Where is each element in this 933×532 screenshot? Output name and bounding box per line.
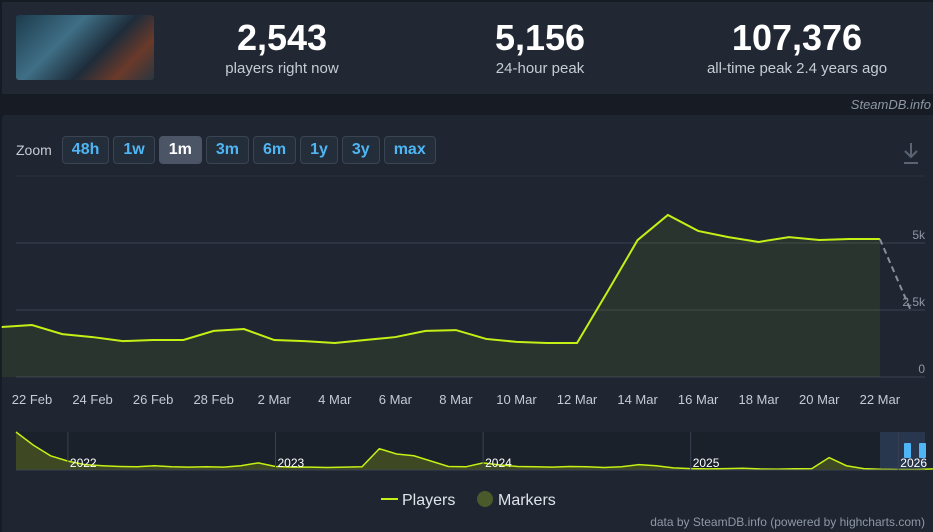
x-tick-label: 22 Feb <box>12 392 52 407</box>
zoom-button[interactable]: max <box>383 136 436 164</box>
navigator-year: 2025 <box>693 456 720 470</box>
x-tick-label: 8 Mar <box>439 392 473 407</box>
navigator-year: 2023 <box>278 456 305 470</box>
stat-label: 24-hour peak <box>495 60 585 77</box>
legend-label[interactable]: Players <box>402 492 455 509</box>
x-tick-label: 2 Mar <box>258 392 292 407</box>
x-tick-label: 18 Mar <box>738 392 779 407</box>
source[interactable]: SteamDB.info <box>850 97 931 112</box>
x-tick-label: 6 Mar <box>379 392 413 407</box>
x-tick-label: 4 Mar <box>318 392 352 407</box>
download-icon[interactable] <box>904 143 918 164</box>
legend-label[interactable]: Markers <box>498 492 556 509</box>
game-art <box>16 15 154 80</box>
stat-value: 5,156 <box>494 17 586 58</box>
zoom-button[interactable]: 3y <box>341 136 380 164</box>
zoom-button[interactable]: 48h <box>61 136 110 164</box>
x-tick-label: 26 Feb <box>133 392 173 407</box>
projection-line <box>878 238 912 310</box>
area <box>1 214 880 377</box>
zoom-button[interactable]: 3m <box>205 136 249 164</box>
stat: 107,376 all-time peak 2.4 years ago <box>677 17 917 78</box>
stat-value: 2,543 <box>236 17 328 58</box>
navigator-year: 2026 <box>900 456 927 470</box>
y-tick-label: 0 <box>918 362 925 376</box>
navigator-year: 2022 <box>70 456 97 470</box>
legend-marker <box>477 491 493 507</box>
stat-label: players right now <box>225 60 339 77</box>
zoom-button[interactable]: 1w <box>113 136 155 164</box>
x-tick-label: 10 Mar <box>496 392 537 407</box>
zoom-button[interactable]: 6m <box>252 136 297 164</box>
stat: 5,156 24-hour peak <box>420 17 660 78</box>
stats-bar: 2,543 players right now 5,156 24-hour peak… <box>2 2 933 94</box>
y-tick-label: 5k <box>912 228 926 242</box>
x-tick-label: 16 Mar <box>678 392 719 407</box>
zoom-bar: Zoom 48h 1w 1m 3m 6m 1y 3y max <box>16 136 436 164</box>
stat-label: all-time peak 2.4 years ago <box>706 60 888 77</box>
x-tick-label: 12 Mar <box>557 392 598 407</box>
zoom-label: Zoom <box>16 142 52 158</box>
x-tick-label: 24 Feb <box>72 392 112 407</box>
navigator-bg <box>16 432 925 470</box>
x-tick-label: 22 Mar <box>860 392 901 407</box>
zoom-button[interactable]: 1m <box>158 136 202 164</box>
navigator-line <box>15 431 933 471</box>
stat: 2,543 players right now <box>162 17 402 78</box>
navigator-window[interactable] <box>880 432 925 470</box>
line <box>1 213 880 344</box>
zoom-button[interactable]: 1y <box>300 136 338 164</box>
x-tick-label: 28 Feb <box>193 392 233 407</box>
credit[interactable]: data by SteamDB.info (powered by highcha… <box>650 515 925 529</box>
navigator-handle[interactable] <box>904 443 911 458</box>
x-tick-label: 14 Mar <box>617 392 658 407</box>
navigator-handle[interactable] <box>919 443 926 458</box>
stat-value: 107,376 <box>731 17 863 58</box>
navigator-year: 2024 <box>485 456 512 470</box>
x-tick-label: 20 Mar <box>799 392 840 407</box>
